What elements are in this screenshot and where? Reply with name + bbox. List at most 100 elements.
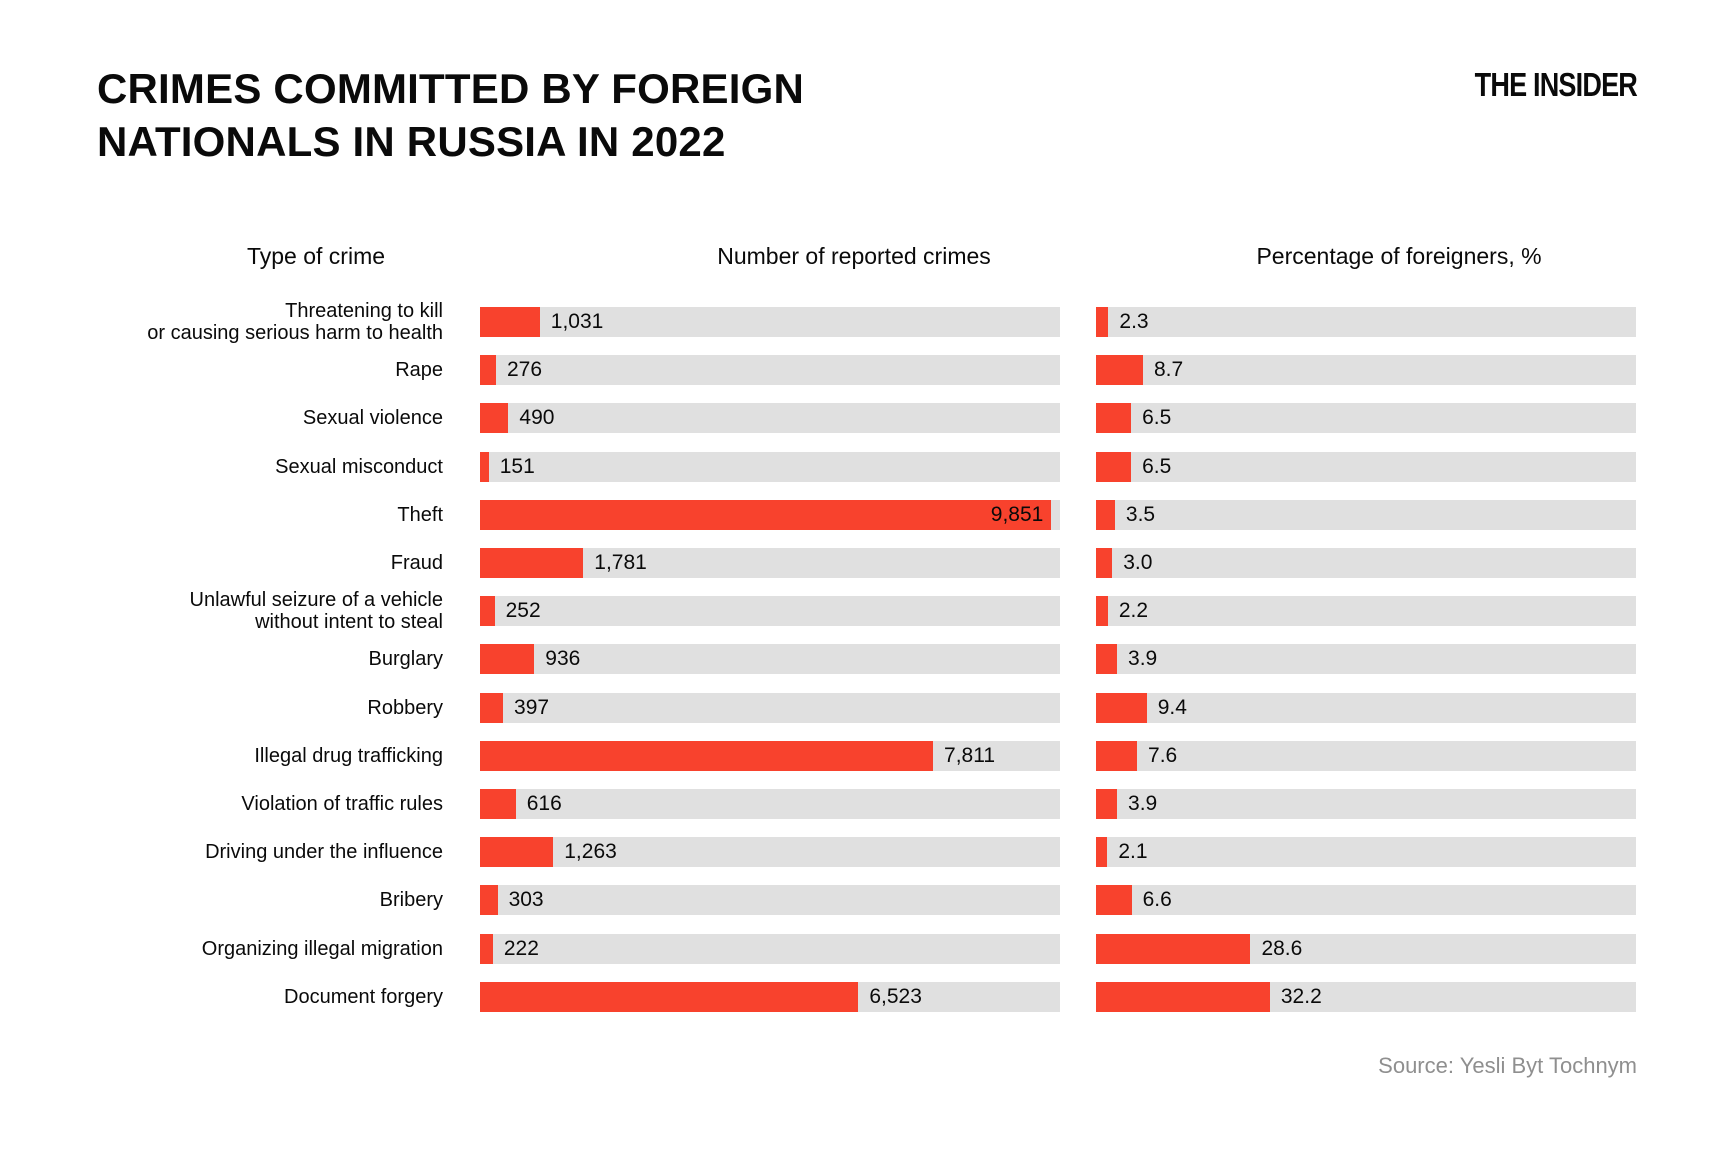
pct-value: 3.9 [1128,647,1158,671]
count-value: 490 [519,406,555,430]
column-header-pct: Percentage of foreigners, % [1256,243,1542,269]
source-note: Source: Yesli Byt Tochnym [1378,1053,1637,1078]
count-bar [480,692,504,723]
count-value: 1,781 [594,551,647,575]
count-value: 303 [508,888,544,912]
count-track: 151 [480,451,1060,482]
count-bar [480,981,859,1012]
count-track: 252 [480,596,1060,627]
crime-label: Robbery [367,696,443,719]
count-track: 1,031 [480,307,1060,338]
crime-label: Unlawful seizure of a vehicle without int… [189,589,443,634]
crime-row: Theft 9,851 3.5 [97,491,1636,539]
crime-label: Sexual violence [302,407,443,430]
pct-value: 3.0 [1123,551,1153,575]
crime-label: Sexual misconduct [275,455,443,478]
count-bar [480,788,516,819]
pct-value: 6.6 [1142,888,1172,912]
count-value: 276 [507,358,543,382]
count-track: 490 [480,403,1060,434]
pct-bar [1096,451,1132,482]
crime-label: Theft [397,503,443,526]
column-header-count: Number of reported crimes [717,243,991,269]
pct-track: 2.3 [1096,307,1636,338]
pct-value: 32.2 [1280,984,1322,1008]
pct-track: 32.2 [1096,981,1636,1012]
pct-track: 6.5 [1096,451,1636,482]
pct-track: 6.5 [1096,403,1636,434]
pct-track: 3.0 [1096,548,1636,579]
pct-track: 8.7 [1096,355,1636,386]
count-value: 1,031 [550,310,604,334]
crime-row: Driving under the influence 1,263 2.1 [97,828,1636,876]
crime-row: Sexual misconduct 151 6.5 [97,443,1636,491]
count-value: 9,851 [990,502,1044,526]
count-value: 252 [505,599,541,623]
count-track: 303 [480,885,1060,916]
crime-label: Rape [395,359,443,382]
count-track: 616 [480,788,1060,819]
pct-track: 2.1 [1096,837,1636,868]
pct-track: 28.6 [1096,933,1636,964]
crime-label: Illegal drug trafficking [254,744,443,767]
count-track: 1,263 [480,837,1060,868]
crime-row: Bribery 303 6.6 [97,876,1636,924]
count-track: 7,811 [480,740,1060,771]
pct-value: 7.6 [1148,743,1178,767]
pct-track: 2.2 [1096,596,1636,627]
crime-row: Document forgery 6,523 32.2 [97,973,1636,1021]
pct-bar [1096,644,1118,675]
pct-bar [1096,499,1115,530]
crime-row: Threatening to kill or causing serious ha… [97,298,1636,346]
pct-value: 2.1 [1118,840,1148,864]
pct-bar [1096,740,1138,771]
crime-row: Illegal drug trafficking 7,811 7.6 [97,732,1636,780]
count-track: 397 [480,692,1060,723]
crime-row: Rape 276 8.7 [97,346,1636,394]
pct-bar [1096,307,1109,338]
pct-value: 2.3 [1119,310,1149,334]
count-track: 9,851 [480,499,1060,530]
pct-bar [1096,355,1143,386]
count-bar [480,596,495,627]
crime-row: Fraud 1,781 3.0 [97,539,1636,587]
crime-label: Threatening to kill or causing serious ha… [147,300,443,345]
crime-label: Document forgery [284,985,443,1008]
chart-rows: Threatening to kill or causing serious ha… [97,298,1636,1021]
count-value: 1,263 [564,840,617,864]
count-value: 936 [545,647,581,671]
crime-row: Robbery 397 9.4 [97,684,1636,732]
pct-value: 2.2 [1118,599,1149,623]
count-bar [480,355,496,386]
pct-value: 6.5 [1142,454,1172,478]
pct-bar [1096,981,1270,1012]
count-bar [480,933,493,964]
pct-value: 3.5 [1125,502,1156,526]
count-track: 276 [480,355,1060,386]
count-value: 151 [499,454,535,478]
count-value: 222 [503,936,539,960]
pct-bar [1096,885,1132,916]
count-bar [480,885,498,916]
brand-logo: THE INSIDER [1474,66,1638,103]
count-bar [480,499,1052,530]
pct-value: 8.7 [1153,358,1184,382]
pct-bar [1096,933,1251,964]
pct-value: 6.5 [1142,406,1172,430]
crime-row: Organizing illegal migration 222 28.6 [97,924,1636,972]
pct-track: 7.6 [1096,740,1636,771]
page-title-line2: NATIONALS IN RUSSIA IN 2022 [97,118,726,165]
page-title-line1: CRIMES COMMITTED BY FOREIGN [97,65,804,112]
crime-label: Burglary [368,648,443,671]
pct-track: 6.6 [1096,885,1636,916]
count-track: 1,781 [480,548,1060,579]
crime-row: Violation of traffic rules 616 3.9 [97,780,1636,828]
count-bar [480,644,535,675]
count-value: 7,811 [944,743,996,767]
crime-label: Fraud [390,552,443,575]
pct-bar [1096,548,1113,579]
count-track: 222 [480,933,1060,964]
count-bar [480,451,489,482]
count-bar [480,403,509,434]
column-header-crime: Type of crime [246,243,386,269]
